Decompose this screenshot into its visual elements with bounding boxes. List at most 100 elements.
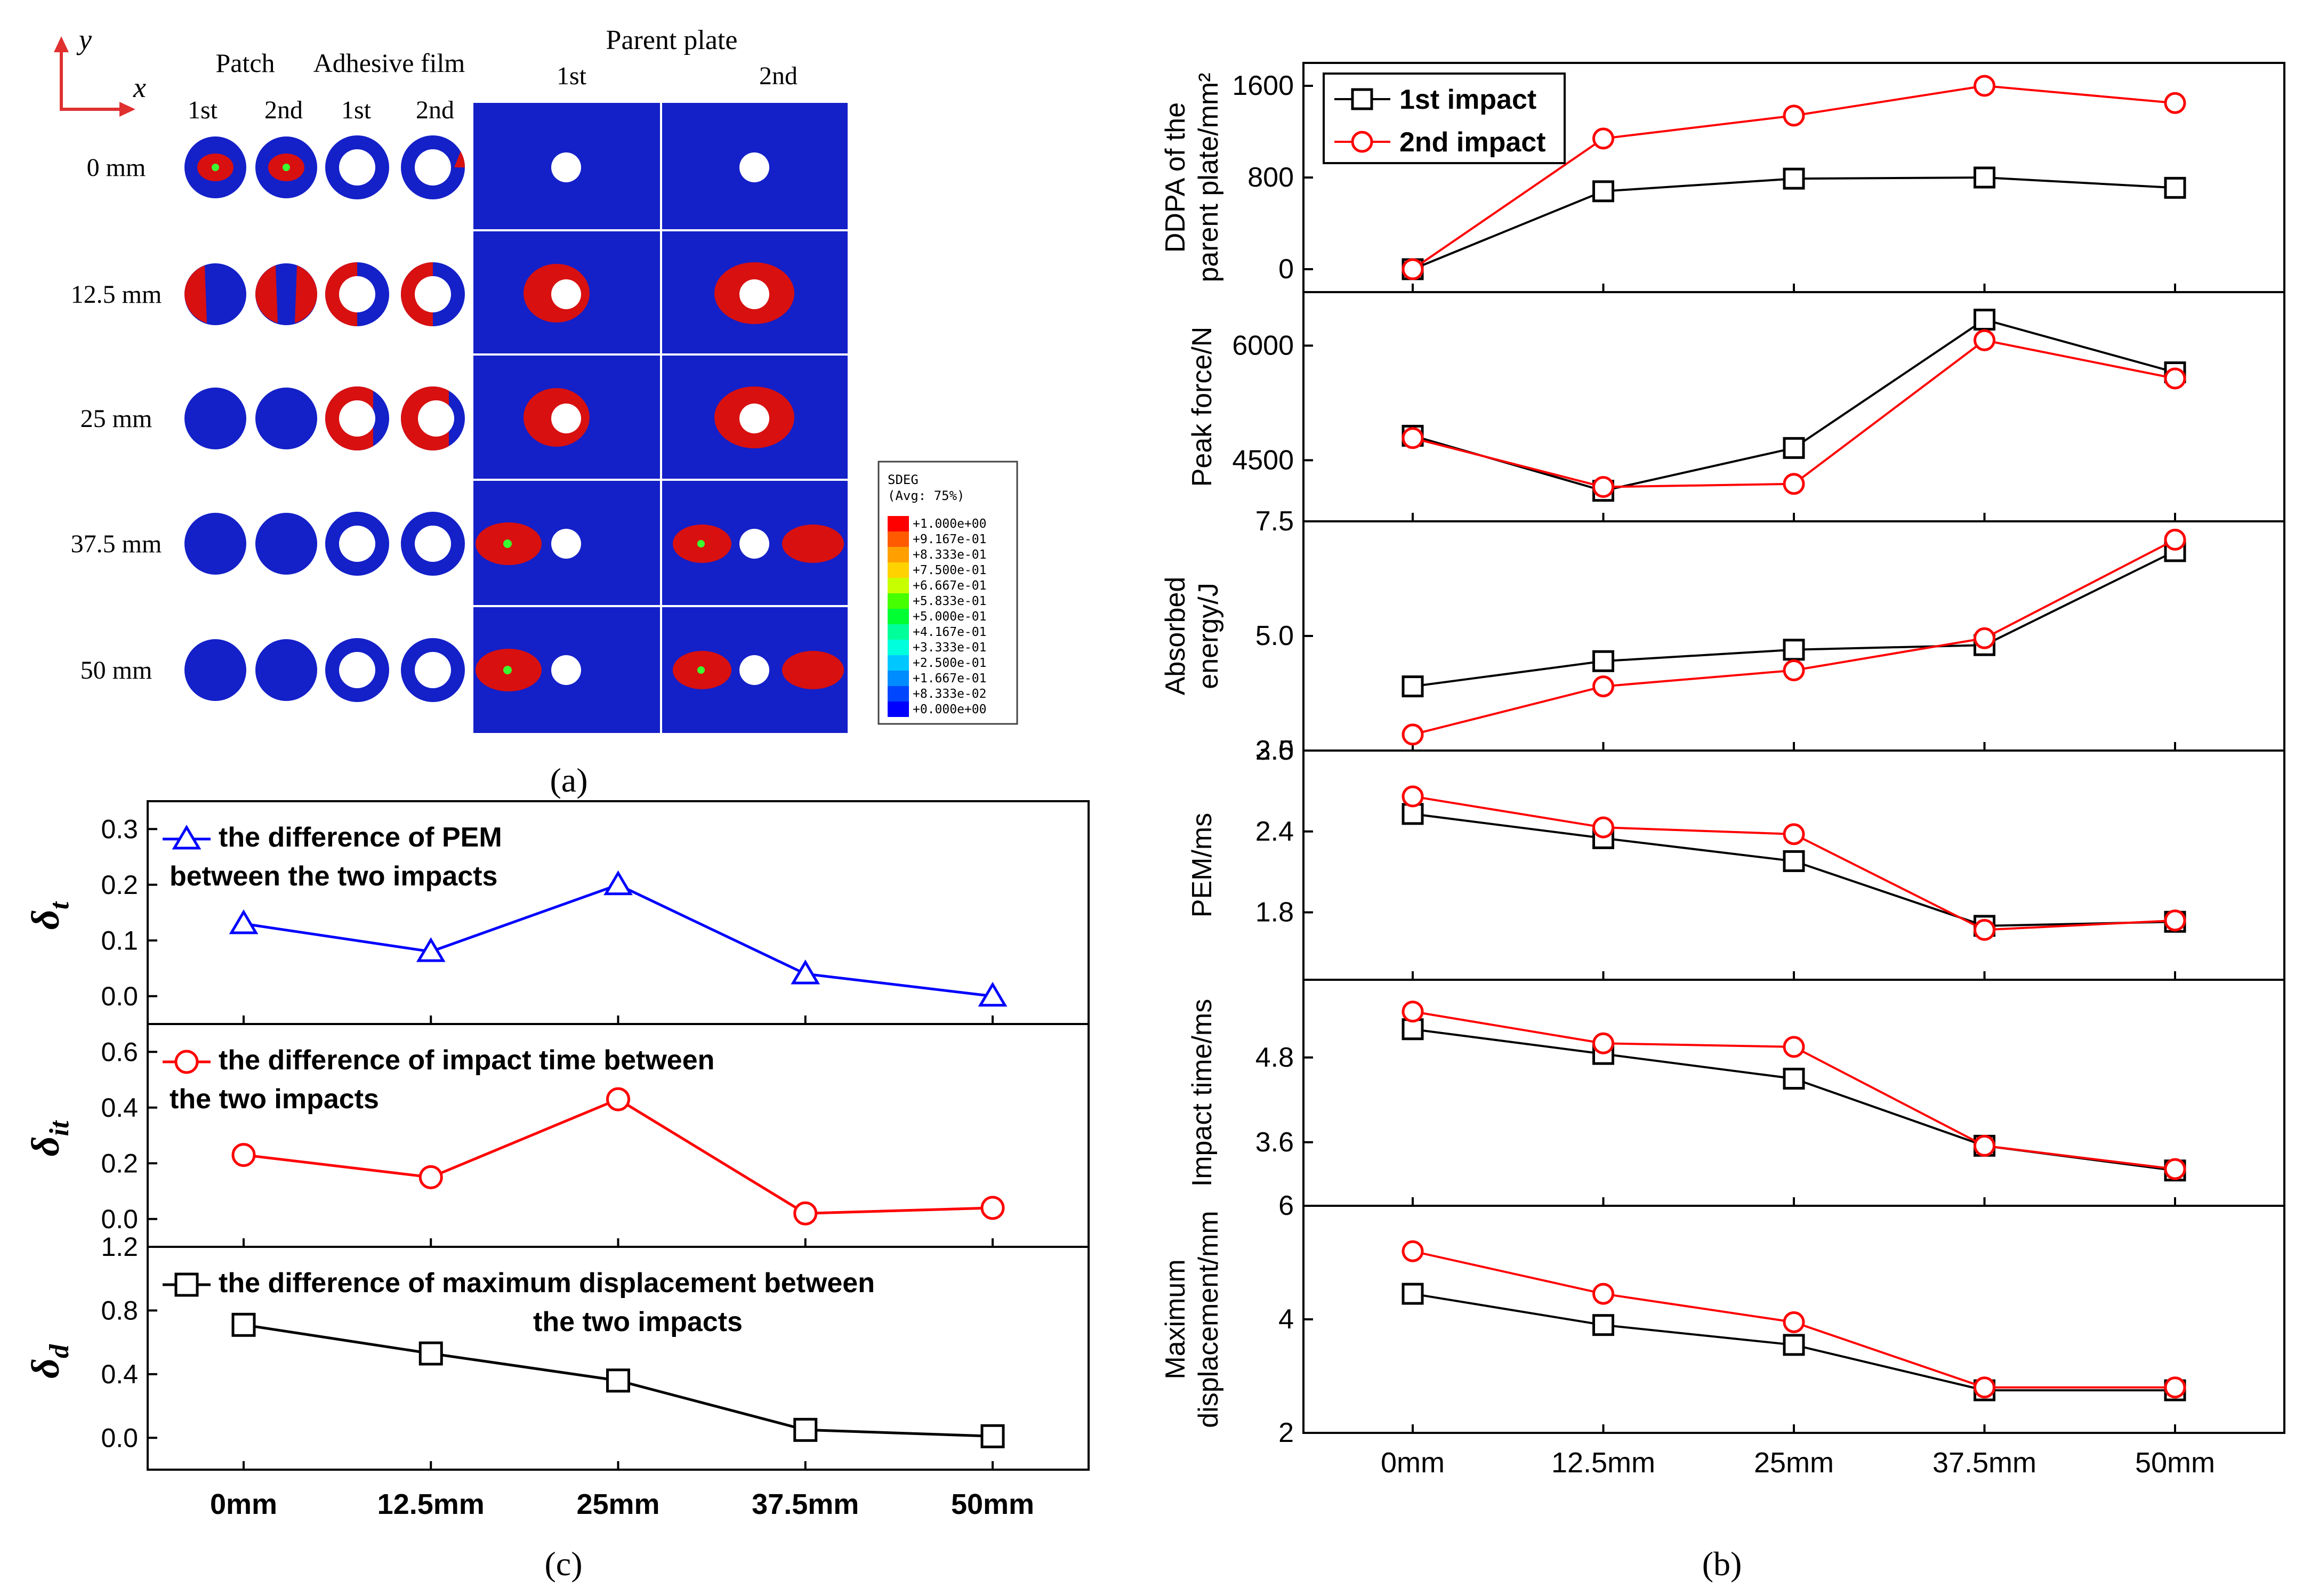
- subplot-b-4: 1.8 2.4 3.0 PEM/ms: [1187, 735, 2285, 981]
- legend-label: between the two impacts: [170, 861, 497, 892]
- legend-title: SDEG: [888, 472, 919, 487]
- legend-swatch: [888, 702, 909, 717]
- data-point: [1783, 167, 1805, 190]
- data-point: [1783, 473, 1805, 495]
- y-tick-label: 0.1: [101, 925, 138, 955]
- y-axis-label: parent plate/mm²: [1193, 72, 1224, 282]
- x-tick-label: 37.5mm: [1932, 1447, 2036, 1479]
- legend-label: the difference of maximum displacement b…: [219, 1268, 875, 1299]
- patch-disc: [255, 388, 317, 449]
- y-tick-label: 3.6: [1255, 1127, 1294, 1158]
- damage-core: [503, 539, 512, 548]
- damage-zone: [782, 651, 844, 689]
- legend-label: the difference of PEM: [219, 822, 502, 853]
- legend-entry: +7.500e-01: [913, 563, 986, 577]
- header-adhesive-film: Adhesive film: [313, 48, 465, 78]
- y-tick-label: 4.8: [1255, 1042, 1294, 1073]
- adhesive-hole: [415, 276, 451, 312]
- data-point: [1783, 659, 1805, 681]
- data-point: [1402, 803, 1424, 825]
- row-label-offset: 37.5 mm: [71, 530, 162, 558]
- adhesive-hole: [339, 149, 375, 186]
- data-point: [1402, 427, 1424, 449]
- data-point: [1783, 1036, 1805, 1058]
- legend-label: the difference of impact time between: [219, 1045, 714, 1076]
- y-axis-label: PEM/ms: [1187, 813, 1218, 917]
- legend-label: the two impacts: [533, 1307, 743, 1337]
- data-point: [1974, 309, 1995, 331]
- y-tick-label: 0.4: [101, 1093, 138, 1123]
- plot-frame: [1302, 979, 2285, 1207]
- data-point: [229, 909, 259, 934]
- x-tick-label: 50mm: [951, 1488, 1034, 1520]
- legend-label: 1st impact: [1399, 84, 1536, 115]
- x-tick-label: 0mm: [210, 1488, 277, 1520]
- legend-marker: [174, 1272, 199, 1297]
- data-point: [1402, 785, 1424, 808]
- legend-entry: +6.667e-01: [913, 579, 986, 593]
- legend-swatch: [888, 671, 909, 686]
- y-tick-label: 0.0: [101, 981, 138, 1011]
- x-tick-label: 12.5mm: [377, 1488, 485, 1520]
- damage-zone: [184, 265, 207, 323]
- y-tick-label: 0.6: [101, 1037, 138, 1067]
- data-point: [416, 937, 446, 962]
- data-point: [2164, 909, 2186, 932]
- legend-entry: +5.833e-01: [913, 594, 986, 608]
- y-tick-label: 800: [1247, 162, 1294, 193]
- legend-entry: +8.333e-01: [913, 548, 986, 562]
- adhesive-hole: [415, 526, 451, 562]
- data-point: [1783, 1068, 1805, 1090]
- patch-disc: [255, 513, 317, 575]
- panel-c: 0.0 0.1 0.2 0.3 the difference of PEM between…: [24, 800, 1090, 1583]
- legend-swatch: [888, 640, 909, 655]
- y-tick-label: 4: [1278, 1304, 1294, 1335]
- plate-hole: [551, 152, 581, 182]
- data-point: [231, 1312, 256, 1337]
- y-tick-label: 4500: [1232, 445, 1294, 475]
- patch-disc: [184, 639, 246, 701]
- legend-swatch: [888, 578, 909, 593]
- legend-entry: +3.333e-01: [913, 641, 986, 655]
- data-point: [606, 1368, 630, 1393]
- damage-zone: [454, 151, 465, 167]
- legend-swatch: [888, 516, 909, 531]
- data-point: [231, 1143, 256, 1167]
- legend-entry: +9.167e-01: [913, 533, 986, 546]
- x-tick-label: 25mm: [1754, 1447, 1834, 1479]
- y-axis-label: displacement/mm: [1193, 1211, 1224, 1428]
- y-axis-label: energy/J: [1193, 583, 1224, 689]
- subplot-b-6: 2 4 6 Maximum displacement/mm: [1160, 1190, 2285, 1448]
- data-point: [1974, 627, 1995, 649]
- legend-entry: +1.000e+00: [913, 517, 986, 531]
- data-point: [1402, 1001, 1424, 1023]
- subplot-c-middle: 0.0 0.2 0.4 0.6 the difference of impact tim…: [24, 1023, 1090, 1248]
- data-point: [980, 1424, 1005, 1448]
- data-point: [2164, 176, 2186, 199]
- data-point: [791, 960, 820, 985]
- data-point: [603, 870, 633, 896]
- data-point: [1402, 1018, 1424, 1041]
- legend-swatch: [888, 562, 909, 578]
- series-line: [1412, 538, 2176, 736]
- data-point: [1592, 816, 1614, 839]
- data-point: [2164, 1376, 2186, 1399]
- adhesive-hole: [339, 400, 375, 437]
- y-tick-label: 0.3: [101, 814, 138, 844]
- y-tick-label: 7.5: [1255, 506, 1294, 537]
- y-axis-label: Impact time/ms: [1187, 999, 1218, 1187]
- damage-core: [212, 164, 219, 171]
- data-point: [1783, 1334, 1805, 1356]
- damage-core: [283, 164, 290, 171]
- legend-swatch: [888, 547, 909, 562]
- data-point: [1402, 1283, 1424, 1305]
- damage-zone: [295, 265, 317, 323]
- legend-swatch: [888, 686, 909, 702]
- data-point: [1783, 639, 1805, 661]
- y-axis-label: DDPA of the: [1160, 102, 1191, 253]
- header-patch-1st: 1st: [188, 96, 218, 124]
- subplot-b-3: 2.5 5.0 7.5 Absorbed energy/J: [1160, 506, 2285, 766]
- plate-hole: [551, 655, 581, 685]
- x-tick-label: 0mm: [1381, 1447, 1445, 1479]
